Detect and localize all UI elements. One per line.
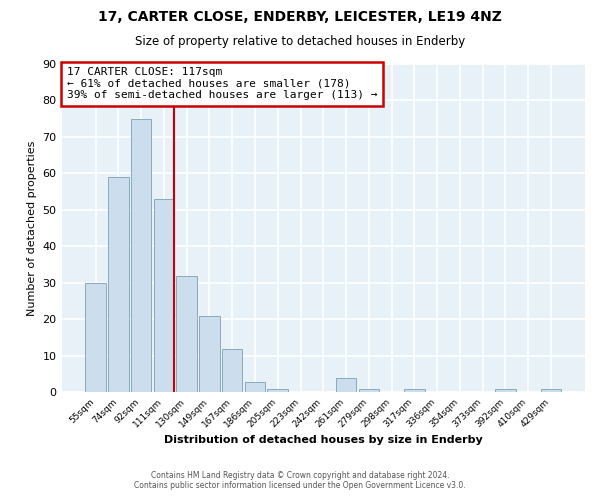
Bar <box>336 378 356 392</box>
Bar <box>541 389 561 392</box>
X-axis label: Distribution of detached houses by size in Enderby: Distribution of detached houses by size … <box>164 435 482 445</box>
Bar <box>108 177 128 392</box>
Bar <box>404 389 425 392</box>
Text: Size of property relative to detached houses in Enderby: Size of property relative to detached ho… <box>135 35 465 48</box>
Bar <box>359 389 379 392</box>
Text: 17, CARTER CLOSE, ENDERBY, LEICESTER, LE19 4NZ: 17, CARTER CLOSE, ENDERBY, LEICESTER, LE… <box>98 10 502 24</box>
Bar <box>176 276 197 392</box>
Text: 17 CARTER CLOSE: 117sqm
← 61% of detached houses are smaller (178)
39% of semi-d: 17 CARTER CLOSE: 117sqm ← 61% of detache… <box>67 68 377 100</box>
Y-axis label: Number of detached properties: Number of detached properties <box>27 140 37 316</box>
Bar <box>131 118 151 392</box>
Bar <box>245 382 265 392</box>
Bar <box>268 389 288 392</box>
Bar <box>85 283 106 393</box>
Bar <box>222 348 242 393</box>
Bar <box>495 389 515 392</box>
Bar <box>154 199 174 392</box>
Bar <box>199 316 220 392</box>
Text: Contains HM Land Registry data © Crown copyright and database right 2024.
Contai: Contains HM Land Registry data © Crown c… <box>134 470 466 490</box>
